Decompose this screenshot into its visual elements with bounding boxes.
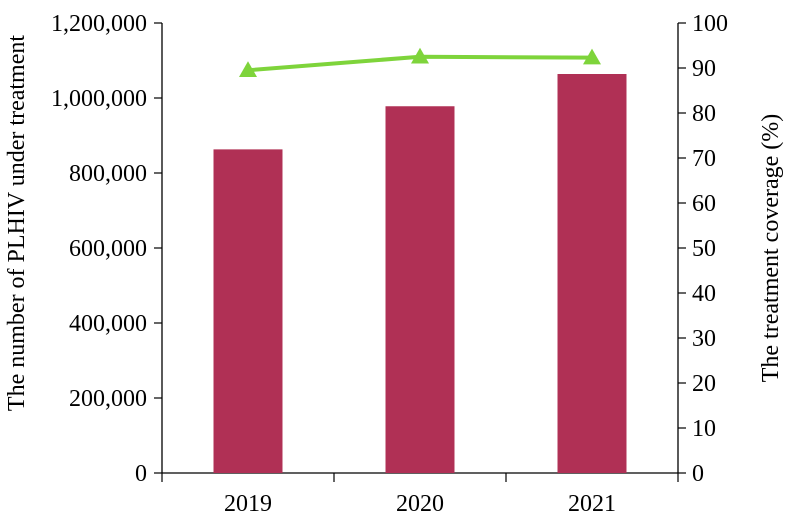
coverage-line-layer — [239, 47, 601, 77]
bar[interactable] — [557, 74, 627, 473]
y-tick-label: 1,200,000 — [51, 11, 147, 37]
bar[interactable] — [385, 106, 455, 473]
y-tick-label: 400,000 — [69, 311, 147, 337]
bars-layer — [213, 74, 627, 473]
y2-tick-label: 0 — [692, 461, 704, 487]
y2-axis-title: The treatment coverage (%) — [758, 114, 784, 383]
y2-tick-label: 30 — [692, 326, 716, 352]
coverage-point[interactable] — [411, 47, 429, 64]
y-tick-label: 600,000 — [69, 236, 147, 262]
bar[interactable] — [213, 149, 283, 473]
y2-tick-label: 80 — [692, 101, 716, 127]
x-tick-label: 2020 — [396, 491, 444, 514]
y-axis-title: The number of PLHIV under treatment — [4, 35, 30, 411]
y2-tick-label: 60 — [692, 191, 716, 217]
y2-tick-label: 50 — [692, 236, 716, 262]
labels-layer: 0 200,000 400,000 600,000 800,000 1,000,000 1,… — [51, 11, 728, 514]
y-tick-label: 0 — [135, 461, 147, 487]
y2-tick-label: 100 — [692, 11, 728, 37]
y2-tick-label: 70 — [692, 146, 716, 172]
y-tick-label: 800,000 — [69, 161, 147, 187]
y-tick-label: 200,000 — [69, 386, 147, 412]
coverage-point[interactable] — [583, 48, 601, 65]
y2-tick-label: 20 — [692, 371, 716, 397]
y-tick-label: 1,000,000 — [51, 86, 147, 112]
x-tick-label: 2019 — [224, 491, 272, 514]
y2-tick-label: 90 — [692, 56, 716, 82]
x-tick-label: 2021 — [568, 491, 616, 514]
y2-tick-label: 40 — [692, 281, 716, 307]
y2-tick-label: 10 — [692, 416, 716, 442]
coverage-point[interactable] — [239, 61, 257, 77]
